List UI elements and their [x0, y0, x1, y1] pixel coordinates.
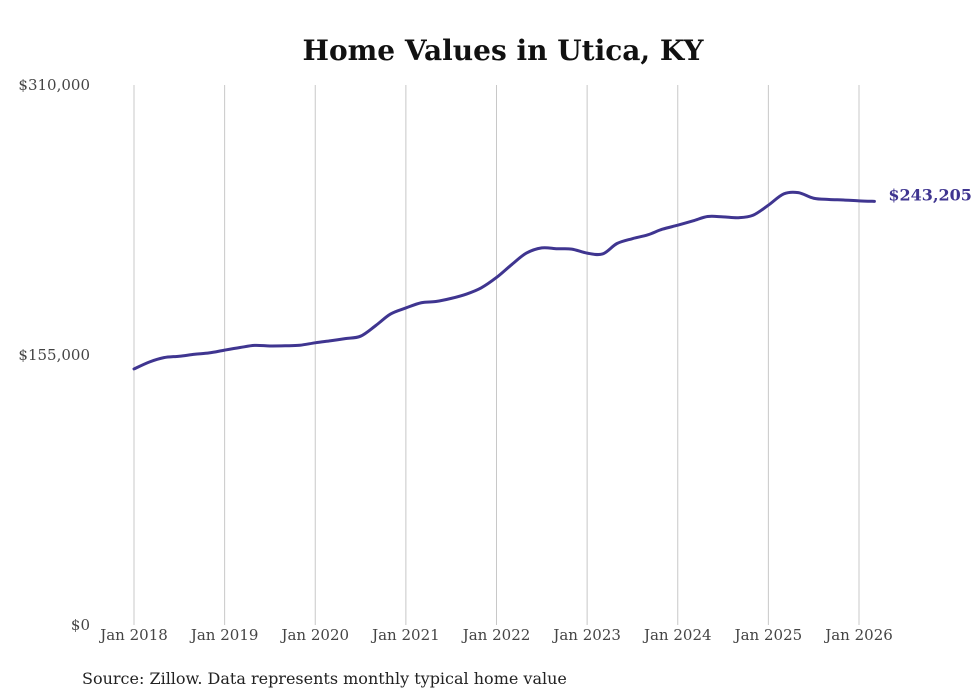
- x-tick-label: Jan 2022: [461, 626, 531, 644]
- y-axis: $0 $155,000 $310,000: [18, 76, 90, 634]
- chart-title: Home Values in Utica, KY: [303, 34, 705, 67]
- y-tick-label: $155,000: [18, 346, 90, 364]
- x-tick-label: Jan 2026: [823, 626, 893, 644]
- y-tick-label: $310,000: [18, 76, 90, 94]
- grid: [133, 85, 860, 625]
- x-tick-label: Jan 2020: [279, 626, 349, 644]
- x-tick-label: Jan 2024: [642, 626, 712, 644]
- end-value-label: $243,205: [888, 185, 972, 204]
- x-tick-label: Jan 2025: [733, 626, 803, 644]
- series-line-0: [132, 190, 876, 371]
- x-tick-label: Jan 2018: [98, 626, 168, 644]
- y-tick-label: $0: [71, 616, 90, 634]
- x-axis: Jan 2018 Jan 2019 Jan 2020 Jan 2021 Jan 2022…: [98, 626, 893, 644]
- x-tick-label: Jan 2023: [551, 626, 621, 644]
- series: $243,205: [132, 185, 972, 371]
- x-tick-label: Jan 2021: [370, 626, 440, 644]
- source-note: Source: Zillow. Data represents monthly …: [82, 669, 567, 688]
- x-tick-label: Jan 2019: [189, 626, 259, 644]
